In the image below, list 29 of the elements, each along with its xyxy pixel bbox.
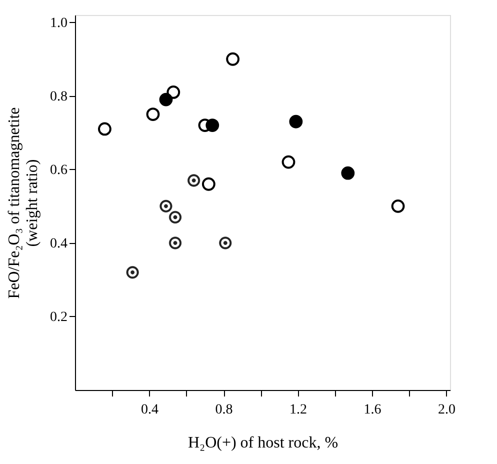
point — [146, 108, 160, 121]
point — [282, 155, 296, 169]
y-tick-label: 0.6 — [50, 162, 68, 178]
x-tick-label: 0.8 — [215, 402, 233, 418]
point — [289, 114, 303, 128]
y-tick-label: 1.0 — [50, 16, 68, 31]
x-tick-label: 1.6 — [364, 402, 382, 418]
x-axis-title: H₂O(+) of host rock, % — [188, 434, 338, 452]
point — [168, 210, 182, 224]
y-axis-title: FeO/Fe₂O₃ of titanomagnetite (weight ratio) — [6, 107, 41, 299]
point — [391, 199, 405, 213]
point — [202, 177, 216, 191]
point — [160, 200, 172, 212]
y-tick-label: 0.2 — [50, 310, 68, 325]
point — [168, 236, 182, 250]
x-tick-label: 0.4 — [141, 402, 159, 418]
point — [98, 122, 112, 136]
y-tick-label: 0.4 — [50, 236, 68, 252]
point — [166, 86, 180, 99]
x-tick-label: 1.2 — [290, 402, 308, 418]
point — [159, 92, 173, 106]
point — [219, 236, 232, 250]
point — [126, 266, 139, 279]
point — [341, 166, 355, 180]
point — [188, 174, 200, 187]
point — [226, 52, 240, 66]
y-tick-label: 0.8 — [50, 89, 68, 104]
point — [206, 118, 220, 132]
x-tick-label: 2.0 — [438, 402, 456, 418]
